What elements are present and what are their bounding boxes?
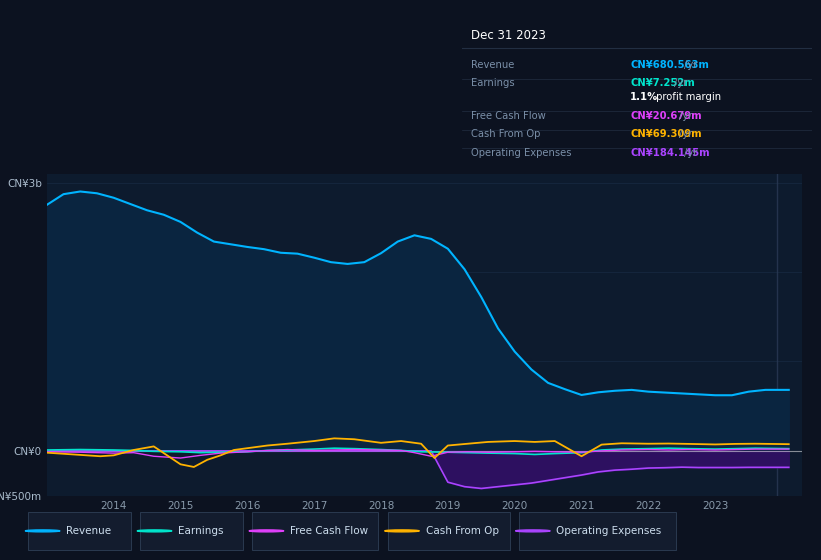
Text: Dec 31 2023: Dec 31 2023	[470, 29, 546, 43]
Circle shape	[516, 530, 550, 532]
Text: profit margin: profit margin	[653, 92, 721, 102]
Text: Free Cash Flow: Free Cash Flow	[470, 111, 545, 120]
Circle shape	[249, 530, 284, 532]
Text: CN¥184.145m: CN¥184.145m	[630, 148, 709, 157]
Circle shape	[385, 530, 420, 532]
Text: CN¥7.252m: CN¥7.252m	[630, 78, 695, 88]
Text: 1.1%: 1.1%	[630, 92, 658, 102]
Text: /yr: /yr	[679, 111, 692, 120]
Text: /yr: /yr	[674, 78, 688, 88]
Circle shape	[137, 530, 172, 532]
Text: CN¥69.309m: CN¥69.309m	[630, 129, 702, 139]
Text: Cash From Op: Cash From Op	[425, 526, 498, 536]
Text: /yr: /yr	[679, 129, 692, 139]
Text: Revenue: Revenue	[67, 526, 112, 536]
FancyBboxPatch shape	[388, 512, 510, 550]
Text: Operating Expenses: Operating Expenses	[557, 526, 662, 536]
Text: Cash From Op: Cash From Op	[470, 129, 540, 139]
Text: Operating Expenses: Operating Expenses	[470, 148, 571, 157]
Text: Free Cash Flow: Free Cash Flow	[290, 526, 368, 536]
Text: CN¥20.679m: CN¥20.679m	[630, 111, 702, 120]
Text: /yr: /yr	[684, 60, 697, 70]
FancyBboxPatch shape	[140, 512, 243, 550]
Text: /yr: /yr	[684, 148, 697, 157]
Text: Earnings: Earnings	[470, 78, 515, 88]
FancyBboxPatch shape	[29, 512, 131, 550]
FancyBboxPatch shape	[519, 512, 677, 550]
Text: CN¥680.563m: CN¥680.563m	[630, 60, 709, 70]
FancyBboxPatch shape	[252, 512, 378, 550]
Circle shape	[25, 530, 60, 532]
Text: Earnings: Earnings	[178, 526, 223, 536]
Text: Revenue: Revenue	[470, 60, 514, 70]
